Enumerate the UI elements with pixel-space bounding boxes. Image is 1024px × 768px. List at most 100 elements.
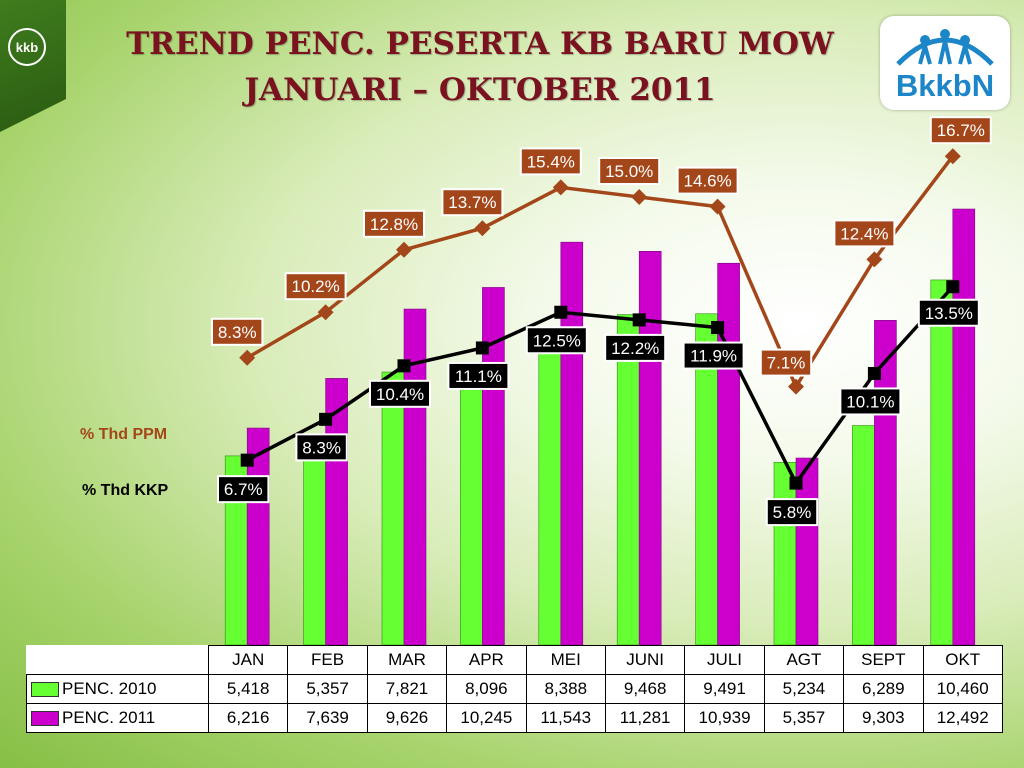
ppm-marker-apr — [474, 220, 491, 237]
table-value-2010-mar: 7,821 — [366, 674, 448, 704]
kkp-label-mar-text: 10.4% — [376, 385, 424, 404]
ppm-marker-juni — [631, 189, 648, 205]
table-row-2010: PENC. 2010 5,418 5,357 7,821 8,096 8,388 9,46… — [26, 674, 1003, 704]
ppm-label-sept: 12.4% — [833, 219, 896, 248]
ppm-series-label: % Thd PPM — [80, 426, 168, 443]
ppm-label-juli-bg — [676, 166, 739, 195]
kkp-label-jan-bg — [217, 475, 270, 504]
table-value-2010-juli: 9,491 — [684, 674, 765, 704]
kkp-marker-mei — [554, 305, 568, 319]
kkp-marker-feb — [319, 412, 333, 426]
kkp-label-sept-text: 10.1% — [846, 392, 894, 411]
kkp-marker-okt — [946, 280, 960, 294]
kkp-marker-sept — [867, 366, 881, 380]
kkp-label-juli: 11.9% — [682, 341, 745, 370]
ppm-marker-mei — [552, 179, 569, 196]
legend-swatch-2010 — [31, 682, 59, 698]
table-cat-apr: APR — [446, 645, 527, 675]
table-value-2011-agt: 5,357 — [763, 703, 845, 733]
table-value-2011-mar: 9,626 — [366, 703, 448, 733]
table-value-2011-jan: 6,216 — [207, 703, 289, 733]
table-value-2010-mei: 8,388 — [525, 674, 606, 704]
logo-text: BkkbN — [895, 68, 995, 103]
table-value-2010-jan: 5,418 — [207, 674, 289, 704]
kkp-label-mar: 10.4% — [369, 379, 431, 408]
table-value-2010-okt: 10,460 — [922, 674, 1003, 704]
kkp-label-sept-bg — [839, 387, 902, 416]
ppm-label-jan-bg — [211, 317, 264, 346]
ppm-label-apr: 13.7% — [441, 188, 504, 217]
kkp-marker-agt — [789, 476, 803, 490]
table-value-2011-juni: 11,281 — [604, 703, 686, 733]
kkp-label-agt-text: 5.8% — [773, 503, 812, 522]
kkp-label-mar-bg — [369, 379, 431, 408]
ppm-label-apr-text: 13.7% — [448, 193, 496, 212]
kkp-label-apr-text: 11.1% — [455, 367, 502, 386]
table-value-2010-juni: 9,468 — [604, 674, 686, 704]
table-corner — [27, 646, 209, 675]
ppm-label-juni-text: 15.0% — [605, 162, 653, 181]
bar-2010-mei — [538, 351, 562, 646]
table-cat-juli: JULI — [684, 645, 765, 675]
ppm-label-mei-bg — [519, 147, 582, 176]
bar-2010-agt — [773, 462, 797, 646]
table-cat-mar: MAR — [366, 645, 448, 675]
bar-2011-juli — [717, 262, 740, 646]
kkp-label-sept: 10.1% — [839, 387, 902, 416]
ppm-label-agt-bg — [759, 348, 813, 377]
kkp-label-juli-text: 11.9% — [690, 347, 737, 366]
ppm-label-okt-bg — [929, 116, 992, 145]
table-value-2010-feb: 5,357 — [287, 674, 368, 704]
data-table: JAN FEB MAR APR MEI JUNI JULI AGT SEPT OKT PENC. … — [26, 645, 1003, 733]
ppm-line — [246, 155, 955, 391]
table-cat-feb: FEB — [287, 645, 368, 675]
kkb-corner-logo: kkb — [8, 28, 46, 66]
table-value-2011-sept: 9,303 — [843, 703, 924, 733]
kkp-marker-juni — [632, 313, 646, 327]
kkp-label-juli-bg — [682, 341, 745, 370]
legend-label-2010: PENC. 2010 — [62, 679, 157, 698]
kkp-label-jan: 6.7% — [217, 475, 270, 504]
table-cat-mei: MEI — [525, 645, 606, 675]
ppm-label-agt: 7.1% — [759, 348, 813, 377]
bar-2011-mei — [560, 241, 584, 646]
bar-2011-okt — [952, 208, 976, 646]
kkp-label-mei: 12.5% — [525, 326, 588, 355]
ppm-label-jan: 8.3% — [211, 317, 264, 346]
ppm-marker-agt — [788, 378, 804, 395]
kkp-label-okt: 13.5% — [917, 298, 980, 327]
table-value-2010-apr: 8,096 — [446, 674, 527, 704]
bar-2010-mar — [381, 371, 405, 646]
table-value-2011-juli: 10,939 — [684, 703, 765, 733]
table-cat-agt: AGT — [763, 645, 845, 675]
ppm-label-jan-text: 8.3% — [218, 323, 257, 342]
kkp-marker-juli — [711, 321, 725, 335]
ppm-label-okt-text: 16.7% — [937, 121, 985, 140]
legend-2011: PENC. 2011 — [26, 703, 209, 733]
ppm-label-mar-text: 12.8% — [370, 215, 418, 234]
table-value-2010-sept: 6,289 — [843, 674, 924, 704]
table-cat-okt: OKT — [922, 645, 1003, 675]
ppm-marker-mar — [396, 241, 412, 258]
kkp-label-juni-bg — [604, 333, 667, 362]
table-value-2011-apr: 10,245 — [446, 703, 527, 733]
ppm-label-feb-text: 10.2% — [291, 277, 339, 296]
chart-title-line2: JANUARI – OKTOBER 2011 — [244, 72, 716, 108]
bar-2010-juni — [616, 314, 640, 646]
ppm-label-mei: 15.4% — [519, 147, 582, 176]
ppm-marker-juli — [709, 198, 726, 215]
kkp-label-okt-text: 13.5% — [925, 304, 973, 323]
table-row-2011: PENC. 2011 6,216 7,639 9,626 10,245 11,543 11… — [26, 703, 1003, 733]
table-header-row: JAN FEB MAR APR MEI JUNI JULI AGT SEPT OKT — [27, 645, 1003, 675]
bar-2010-feb — [303, 457, 326, 646]
bkkbn-logo: BkkbN — [880, 16, 1010, 110]
ppm-label-okt: 16.7% — [929, 116, 992, 145]
table-cat-jan: JAN — [207, 645, 289, 675]
ppm-marker-jan — [239, 349, 256, 366]
kkp-marker-jan — [240, 453, 254, 467]
kkp-series-label: % Thd KKP — [82, 482, 169, 499]
kkp-label-juni: 12.2% — [604, 333, 667, 362]
kkp-label-agt: 5.8% — [765, 498, 819, 527]
kkp-label-jan-text: 6.7% — [224, 480, 263, 499]
